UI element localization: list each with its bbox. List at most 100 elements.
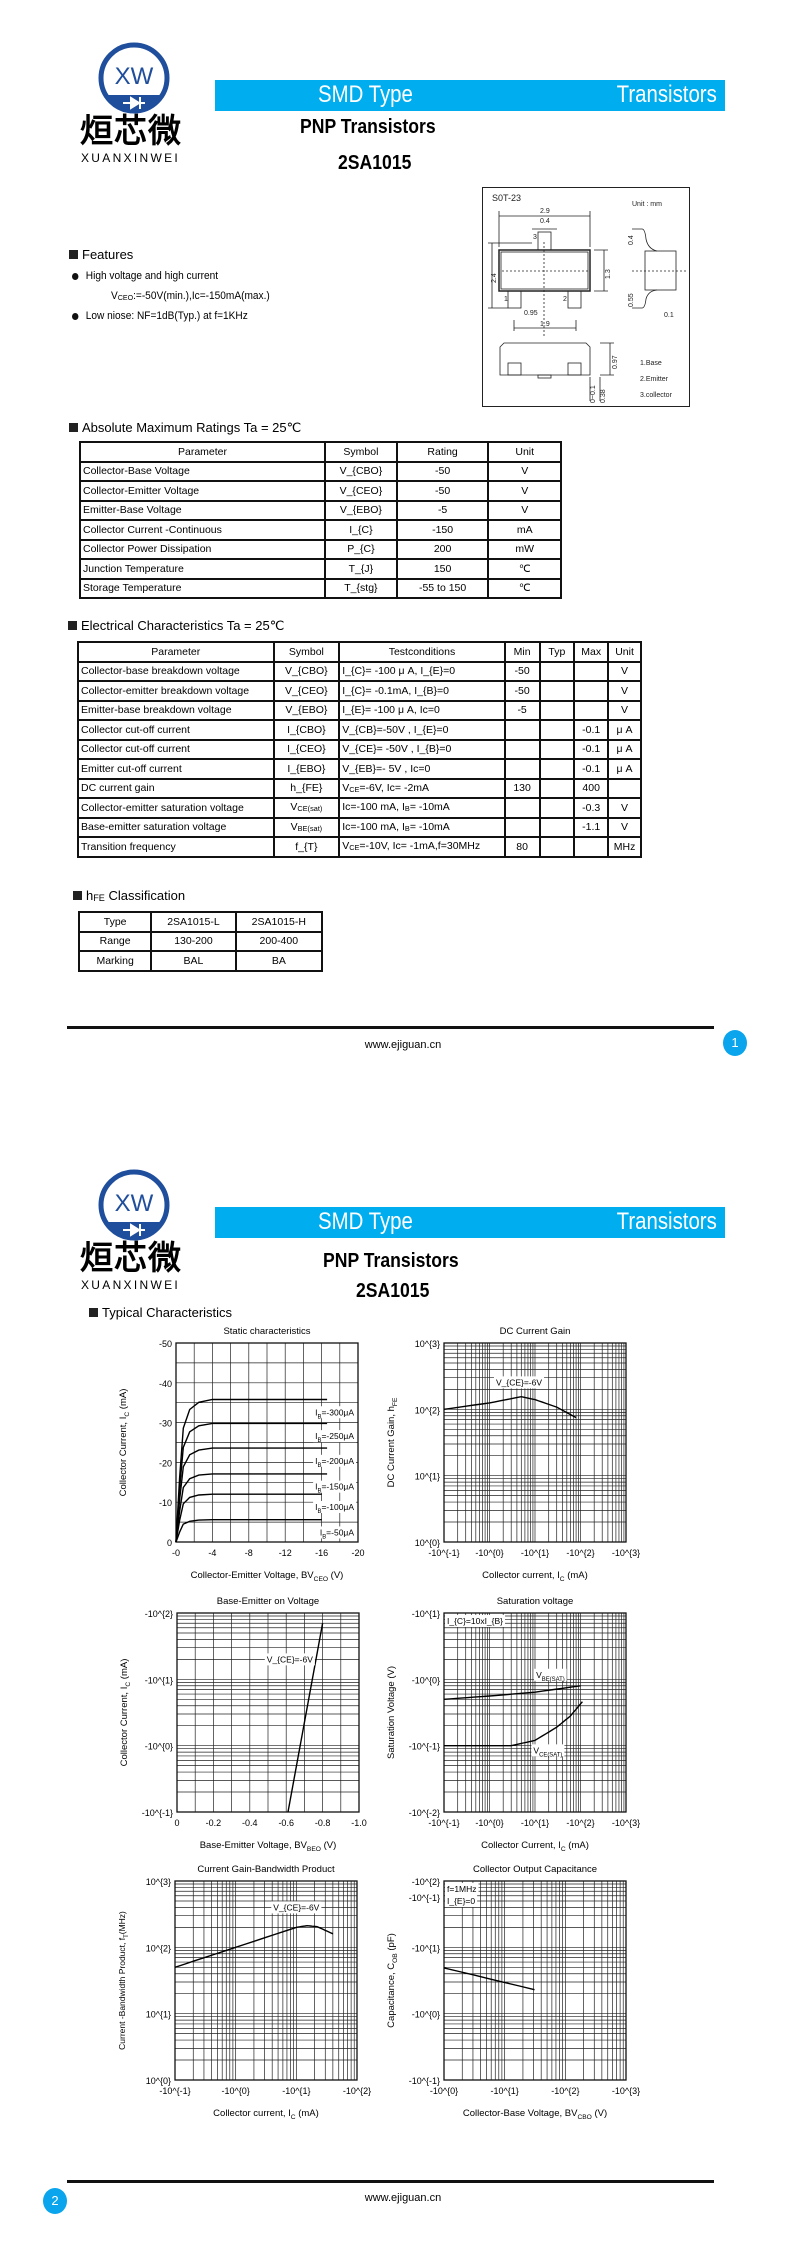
header-bar: SMD Type Transistors: [215, 80, 725, 111]
annotation-background: [445, 1883, 479, 1895]
table-row: DC current gain h_{FE} VCE=-6V, Ic= -2mA 13…: [77, 777, 642, 799]
series-line: [443, 1395, 577, 1419]
electrical-heading-text: Electrical Characteristics Ta = 25℃: [81, 618, 285, 633]
package-drawing: S0T-23 Unit : mm 2.9 0.4 2.4 1.3 0.4 0.5…: [482, 187, 690, 407]
cell-typ: [538, 680, 576, 702]
abs-max-heading-text: Absolute Maximum Ratings Ta = 25℃: [82, 420, 302, 435]
plot-frame: [174, 1880, 358, 2081]
label-background: [534, 1668, 567, 1681]
table-row: Collector cut-off current I_{CEO} V_{CE}= …: [77, 738, 642, 760]
cell-unit: V: [607, 660, 642, 682]
column-header-max: Max: [573, 641, 610, 663]
cell-parameter: Emitter-Base Voltage: [78, 499, 327, 521]
dim-label: 2.4: [491, 273, 498, 283]
chart-title: Collector Output Capacitance: [473, 1864, 597, 1875]
footer-url[interactable]: www.ejiguan.cn: [364, 2192, 442, 2204]
cell-label: Type: [77, 911, 153, 933]
cell-test-conditions: VCE=-6V, Ic= -2mA: [338, 777, 506, 799]
cell-max: -0.3: [573, 797, 610, 819]
chart-grid: [176, 1612, 360, 1813]
cell-parameter: Collector Power Dissipation: [78, 538, 327, 560]
annotation-background: [445, 1615, 506, 1627]
y-tick-label: -10^{1}: [145, 1675, 173, 1685]
series-line: [175, 1473, 328, 1543]
cell-typ: [538, 816, 576, 838]
x-tick-label: -8: [245, 1548, 253, 1558]
cell-typ: [538, 836, 576, 858]
y-tick-label: -10^{-2}: [409, 1808, 440, 1818]
cell-low: BAL: [150, 950, 237, 972]
cell-parameter: Collector-Emitter Voltage: [78, 480, 327, 502]
cell-typ: [538, 758, 576, 780]
cell-parameter: Collector Current -Continuous: [78, 519, 327, 541]
y-tick-label: -10^{2}: [145, 1609, 173, 1619]
y-tick-label: -30: [159, 1419, 172, 1429]
column-header-test-conditions: Testconditions: [338, 641, 506, 663]
column-header-typ: Typ: [538, 641, 576, 663]
table-row: Emitter-Base Voltage V_{EBO} -5 V: [78, 499, 562, 521]
y-tick-label: 10^{2}: [146, 1943, 171, 1953]
y-tick-label: -10^{-1}: [409, 1893, 440, 1903]
y-tick-label: -20: [159, 1458, 172, 1468]
cell-typ: [538, 777, 576, 799]
x-tick-label: -10^{0}: [475, 1548, 503, 1558]
footer-url[interactable]: www.ejiguan.cn: [364, 1039, 442, 1051]
annotation-background: [445, 1895, 478, 1907]
y-tick-label: -10^{-1}: [409, 2076, 440, 2086]
page-title: PNP Transistors: [323, 1250, 459, 1272]
hfe-classification-table: Type 2SA1015-L 2SA1015-H Range 130-200 200-40…: [77, 911, 324, 972]
cell-low: 2SA1015-L: [150, 911, 237, 933]
annotation-background: [493, 1376, 545, 1389]
cell-unit: V: [487, 499, 562, 521]
chart-collector-output-capacitance: Collector Output Capacitance Collector-Ba…: [386, 1864, 640, 2120]
cell-min: [503, 738, 541, 760]
x-tick-label: -10^{3}: [612, 2086, 640, 2096]
y-tick-label: -10^{-1}: [142, 1808, 173, 1818]
typical-heading: Typical Characteristics: [89, 1306, 232, 1320]
dim-label: 0.95: [524, 310, 538, 317]
series-label: VBE(SAT): [536, 1670, 565, 1683]
series-line: [443, 1967, 535, 1991]
cell-parameter: Transition frequency: [77, 836, 275, 858]
cell-parameter: Collector-emitter saturation voltage: [77, 797, 275, 819]
cell-symbol: h_{FE}: [272, 777, 341, 799]
cell-symbol: I_{CEO}: [272, 738, 341, 760]
cell-test-conditions: Ic=-100 mA, IB= -10mA: [338, 816, 506, 838]
column-header-unit: Unit: [607, 641, 642, 663]
y-axis-label: Saturation Voltage (V): [386, 1666, 397, 1759]
plot-frame: [175, 1342, 359, 1543]
series-label: IB=-50μA: [320, 1527, 354, 1540]
cell-symbol: I_{CBO}: [272, 719, 341, 741]
cell-unit: V: [607, 680, 642, 702]
company-logo: XW: [98, 42, 170, 114]
cell-symbol: T_{J}: [324, 558, 398, 580]
cell-symbol: V_{EBO}: [272, 699, 341, 721]
cell-parameter: Storage Temperature: [78, 577, 327, 599]
cell-min: [503, 797, 541, 819]
cell-label: Marking: [77, 950, 153, 972]
table-row: Collector Current -Continuous I_{C} -150 mA: [78, 519, 562, 541]
x-tick-label: -10^{3}: [612, 1548, 640, 1558]
cell-low: 130-200: [150, 930, 237, 952]
x-tick-label: -0.2: [206, 1818, 222, 1828]
cell-test-conditions: V_{EB}=- 5V , Ic=0: [338, 758, 506, 780]
cell-symbol: I_{C}: [324, 519, 398, 541]
x-tick-label: -10^{0}: [430, 2086, 458, 2096]
chart-base-emitter-on-voltage: Base-Emitter on Voltage Base-Emitter Volt…: [119, 1596, 367, 1852]
chart-grid: [175, 1342, 359, 1543]
column-header-min: Min: [503, 641, 541, 663]
company-logo: XW: [98, 1169, 170, 1241]
y-tick-label: 10^{1}: [415, 1472, 440, 1482]
chart-annotation: I_{C}=10xI_{B}: [447, 1616, 503, 1626]
table-row: Collector-base breakdown voltage V_{CBO} I…: [77, 660, 642, 682]
cell-max: -0.1: [573, 719, 610, 741]
logo-name-cn: 烜芯微: [80, 1239, 182, 1276]
x-tick-label: -10^{0}: [475, 1818, 503, 1828]
feature-detail: VCEO:=-50V(min.),Ic=-150mA(max.): [111, 290, 270, 302]
cell-max: [573, 680, 610, 702]
y-tick-label: -10^{0}: [145, 1742, 173, 1752]
footer-divider: [67, 2180, 714, 2183]
cell-unit: mW: [487, 538, 562, 560]
cell-max: [573, 699, 610, 721]
series-label: IB=-250μA: [315, 1431, 354, 1444]
